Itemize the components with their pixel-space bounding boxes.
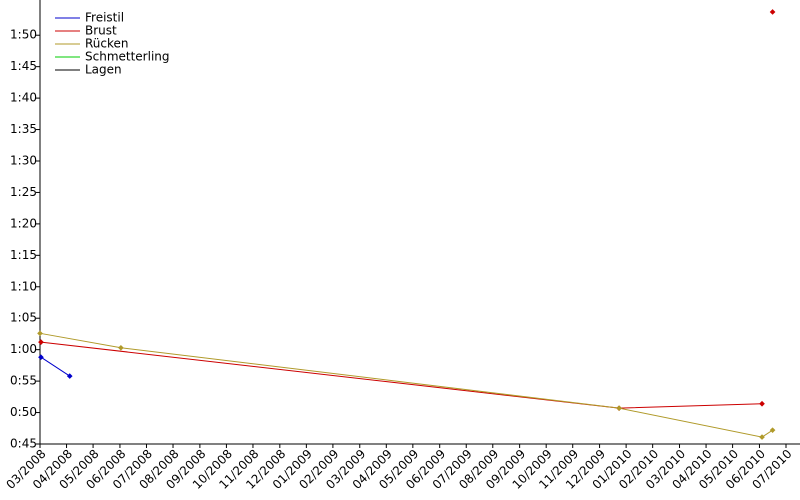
legend-label: Brust xyxy=(85,24,117,38)
legend-label: Freistil xyxy=(85,11,124,25)
data-point xyxy=(616,405,622,411)
y-tick-label: 1:00 xyxy=(10,342,37,356)
data-point xyxy=(37,330,43,337)
y-tick-label: 1:30 xyxy=(10,153,37,167)
y-tick-label: 1:25 xyxy=(10,185,37,199)
y-tick-label: 0:50 xyxy=(10,405,37,419)
series-line xyxy=(40,356,71,377)
series-line xyxy=(39,332,773,438)
data-point xyxy=(769,427,776,433)
data-point xyxy=(66,373,73,379)
data-point xyxy=(759,400,765,407)
y-tick-label: 1:20 xyxy=(10,216,37,230)
y-tick-label: 1:10 xyxy=(10,279,37,293)
legend-label: Schmetterling xyxy=(85,50,170,64)
y-tick-label: 1:05 xyxy=(10,311,37,325)
y-tick-label: 1:50 xyxy=(10,28,37,42)
y-tick-label: 1:15 xyxy=(10,248,37,262)
series-line xyxy=(40,341,763,409)
y-tick-label: 1:40 xyxy=(10,91,37,105)
data-point xyxy=(759,434,765,440)
legend-label: Lagen xyxy=(85,63,122,77)
legend-label: Rücken xyxy=(85,37,129,51)
y-tick-label: 0:55 xyxy=(10,374,37,388)
data-point xyxy=(38,354,44,361)
data-point xyxy=(118,344,124,351)
data-point xyxy=(38,339,44,345)
data-point xyxy=(769,9,776,15)
y-tick-label: 1:35 xyxy=(10,122,37,136)
y-tick-label: 0:45 xyxy=(10,437,37,451)
y-tick-label: 1:45 xyxy=(10,59,37,73)
